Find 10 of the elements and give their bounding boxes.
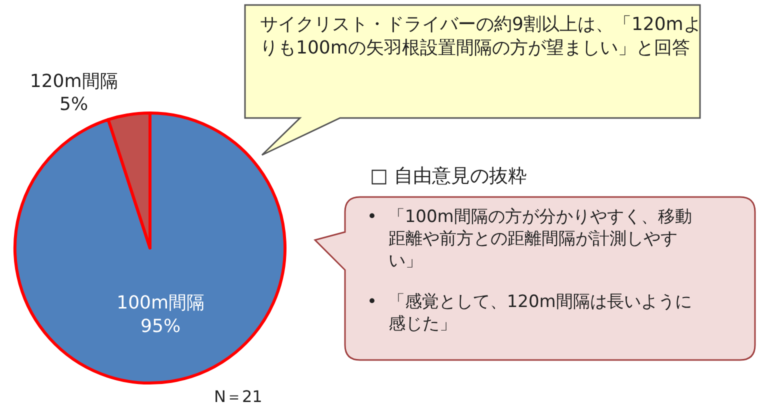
text: □ 自由意見の抜粋 <box>370 165 527 187</box>
text: N＝21 <box>214 387 262 406</box>
text: • 「感覚として、120m間隔は長いように感じた」 <box>367 292 692 334</box>
pie-slice <box>14 112 286 384</box>
slice-label: 100m間隔 <box>116 292 205 314</box>
data-label: 95% <box>140 316 181 337</box>
text: • 「100m間隔の方が分かりやすく、移動距離や前方との距離間隔が計測しやすい」 <box>367 207 692 272</box>
slice-label: 120m間隔 <box>30 70 118 92</box>
text: サイクリスト・ドライバーの約9割以上は、「120mよりも100mの矢羽根設置間隔の方が望ましい」と回答 <box>260 14 702 58</box>
data-label: 5% <box>60 94 88 116</box>
